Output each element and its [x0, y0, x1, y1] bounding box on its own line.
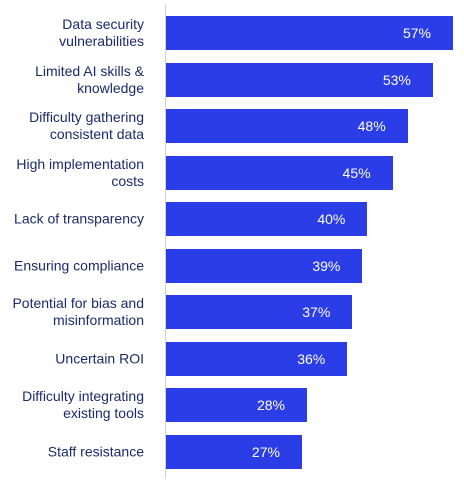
bar: [166, 16, 453, 50]
category-label: Difficulty gathering consistent data: [29, 109, 144, 142]
value-label: 39%: [312, 257, 341, 274]
value-label: 48%: [357, 118, 386, 134]
bar: [166, 202, 368, 236]
category-label: Potential for bias and misinformation: [12, 295, 144, 328]
bar: [166, 341, 348, 376]
value-label: 36%: [297, 350, 326, 367]
value-label: 28%: [256, 397, 285, 413]
value-label: 27%: [251, 443, 280, 460]
bar: [166, 248, 363, 283]
bar: [166, 62, 433, 97]
value-label: 37%: [302, 304, 331, 320]
bar: [166, 388, 307, 422]
value-label: 53%: [382, 71, 411, 88]
category-label: High implementation costs: [16, 155, 144, 189]
value-label: 45%: [342, 164, 371, 181]
category-label: Difficulty integrating existing tools: [22, 388, 144, 421]
bar: [166, 434, 302, 469]
category-label: Ensuring compliance: [14, 257, 144, 273]
bar: [166, 155, 393, 190]
bar: [166, 295, 353, 329]
category-label: Uncertain ROI: [55, 350, 144, 366]
bar: [166, 109, 408, 143]
category-label: Lack of transparency: [14, 210, 144, 227]
category-label: Data security vulnerabilities: [59, 16, 144, 49]
value-label: 40%: [317, 211, 346, 227]
value-label: 57%: [402, 25, 431, 41]
axis-line: [165, 5, 166, 478]
category-label: Staff resistance: [47, 443, 144, 459]
category-label: Limited AI skills & knowledge: [35, 62, 144, 96]
